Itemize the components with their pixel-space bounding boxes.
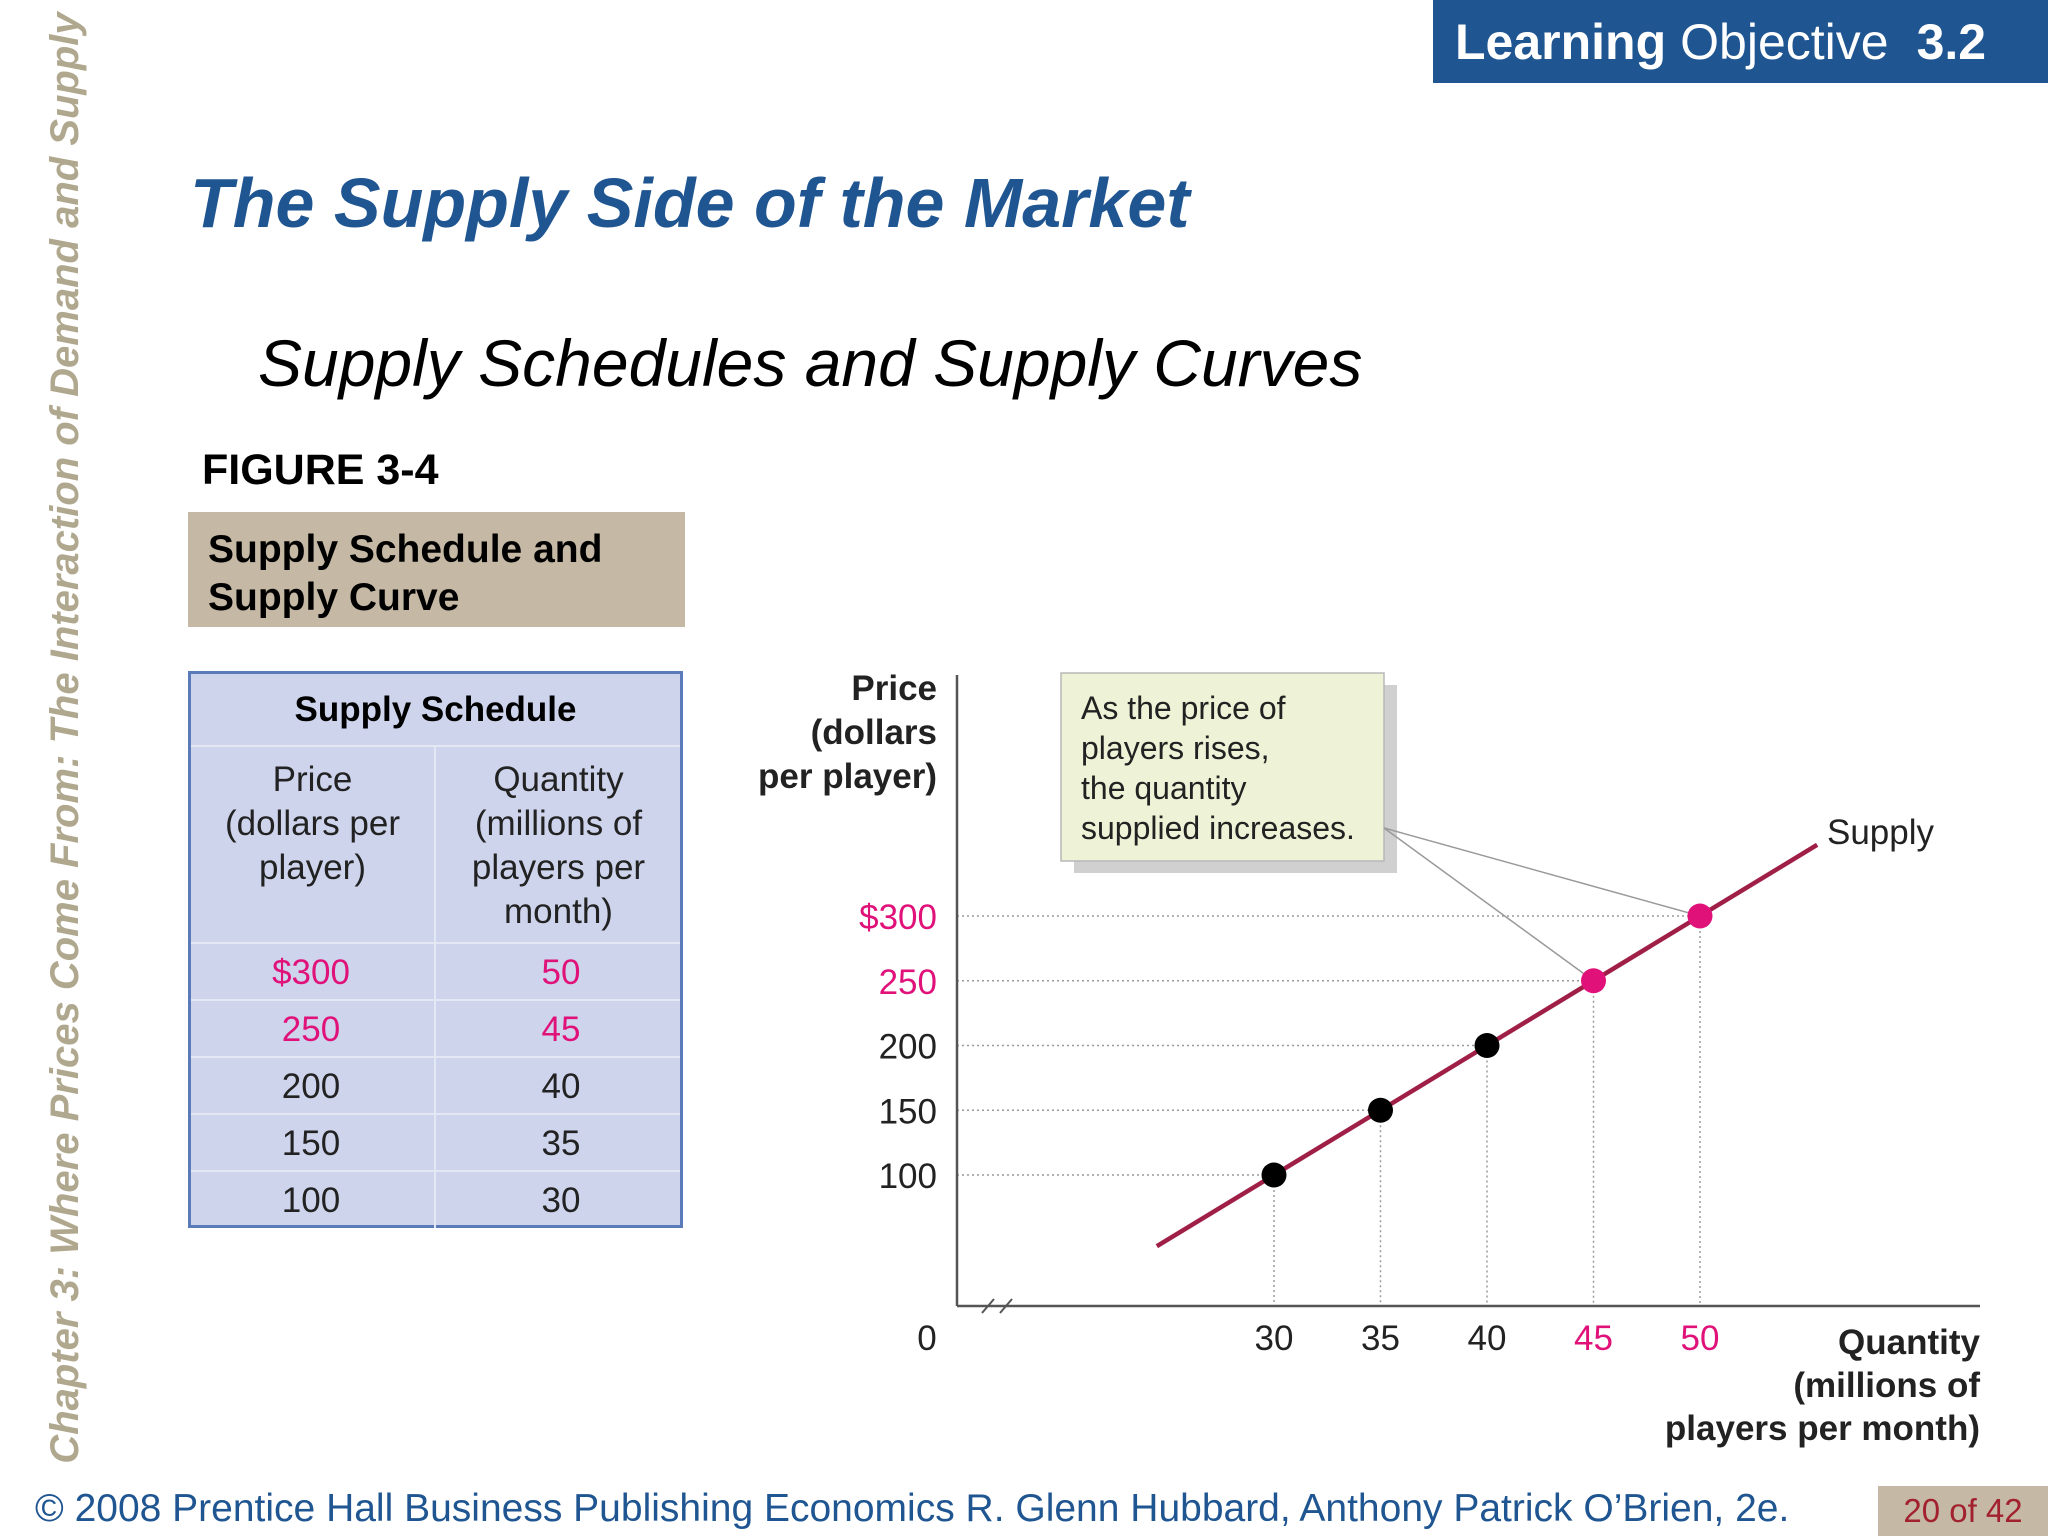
annotation-text: supplied increases. [1081,810,1355,846]
table-row: $300 50 [191,942,680,1001]
axis-break-mark [999,1298,1013,1314]
x-axis-title: Quantity [1838,1323,1980,1362]
chart-gridlines [957,915,1701,1306]
y-tick-label: 250 [879,963,937,1002]
caption-line-1: Supply Schedule and [208,528,603,571]
quantity-cell: 50 [541,953,581,992]
data-point [1687,903,1713,929]
quantity-header-line: Quantity [493,760,624,799]
x-tick-label: 30 [1255,1319,1294,1358]
annotation-text: the quantity [1081,770,1246,806]
x-tick-label: 45 [1574,1319,1613,1358]
slide-subtitle: Supply Schedules and Supply Curves [258,326,1363,400]
annotation-leader-line [1383,827,1701,917]
price-cell: 100 [281,1181,341,1220]
lo-label: Objective [1680,13,1889,70]
chart-axes [955,675,1980,1314]
y-axis-title: (dollars [811,713,937,752]
y-tick-label: $300 [859,898,937,937]
y-tick-label: 100 [879,1157,937,1196]
quantity-header-line: month) [504,892,613,931]
learning-objective-badge: Learning Objective 3.2 [1433,0,2048,83]
chart-labels: $300 250 200 150 100 30 35 40 45 50 0 Price (dollars… [758,669,1980,1448]
quantity-cell: 45 [541,1010,581,1049]
x-tick-label: 40 [1468,1319,1507,1358]
x-axis-title: (millions of [1793,1366,1980,1405]
table-row: 200 40 [191,1056,680,1115]
x-tick-label: 50 [1681,1319,1720,1358]
price-cell: 150 [281,1124,341,1163]
data-point [1474,1033,1500,1058]
price-header-line: (dollars per [224,804,401,843]
annotation-text: As the price of [1081,690,1286,726]
column-divider [434,745,436,1228]
x-tick-label: 35 [1361,1319,1400,1358]
chart-points [1261,903,1713,1188]
price-header-line: Price [272,760,353,799]
caption-line-2: Supply Curve [208,576,460,619]
table-row: 250 45 [191,999,680,1058]
price-cell: 200 [281,1067,341,1106]
y-tick-label: 150 [879,1092,937,1131]
table-row: 100 30 [191,1170,680,1229]
axis-break-mark [981,1298,995,1314]
data-point [1261,1162,1287,1188]
data-point [1368,1097,1393,1123]
origin-label: 0 [917,1319,936,1358]
quantity-cell: 30 [541,1181,581,1220]
x-axis-title: players per month) [1665,1409,1980,1448]
table-row: 150 35 [191,1113,680,1172]
price-column-header: Price (dollars per player) [191,758,434,890]
quantity-header-line: (millions of [474,804,643,843]
figure-number: FIGURE 3-4 [202,446,439,494]
quantity-header-line: players per [471,848,646,887]
price-header-line: player) [259,848,366,887]
footer-credit: © 2008 Prentice Hall Business Publishing… [35,1487,1790,1530]
page-number: 20 of 42 [1878,1486,2048,1536]
price-cell: $300 [272,953,350,992]
lo-number: 3.2 [1916,13,1987,70]
data-point [1581,968,1606,994]
y-axis-title: Price [851,669,937,708]
figure-caption: Supply Schedule and Supply Curve [188,512,685,627]
series-label: Supply [1827,813,1935,852]
quantity-cell: 40 [541,1067,581,1106]
chart-annotation: As the price of players rises, the quantit… [1060,672,1701,982]
y-tick-label: 200 [879,1028,937,1067]
annotation-leader-line [1383,827,1594,982]
annotation-text: players rises, [1081,730,1270,766]
annotation-box [1060,672,1385,862]
quantity-column-header: Quantity (millions of players per month) [436,758,681,934]
supply-schedule-table: Supply Schedule Price (dollars per playe… [188,671,683,1228]
y-axis-title: per player) [758,757,937,796]
lo-bold-label: Learning [1455,13,1667,70]
quantity-cell: 35 [541,1124,581,1163]
price-cell: 250 [281,1010,341,1049]
slide-title: The Supply Side of the Market [190,164,1190,242]
